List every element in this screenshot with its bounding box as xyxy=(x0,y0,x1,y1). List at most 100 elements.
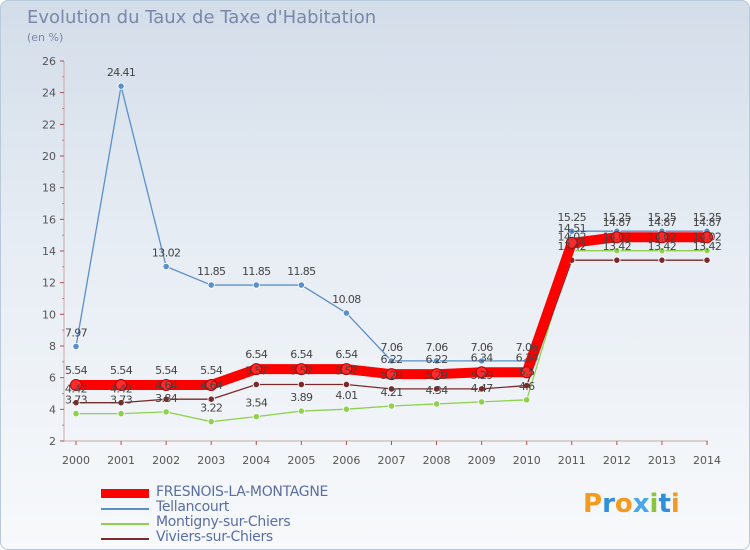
data-label: 13.42 xyxy=(648,240,677,253)
data-label: 3.89 xyxy=(290,391,313,404)
data-point xyxy=(342,405,351,413)
data-point xyxy=(613,247,621,255)
logo-letter: t xyxy=(658,489,671,519)
data-point xyxy=(565,236,578,249)
x-tick-label: 2006 xyxy=(332,454,360,467)
data-point xyxy=(297,380,305,389)
y-tick-label: 4 xyxy=(49,403,56,416)
data-label: 5.54 xyxy=(200,364,223,377)
x-tick-label: 2014 xyxy=(693,454,721,467)
data-label: 3.73 xyxy=(65,394,88,407)
data-label: 15.25 xyxy=(693,211,722,224)
data-point xyxy=(703,256,711,264)
data-point xyxy=(117,82,125,90)
x-tick-label: 2003 xyxy=(197,454,225,467)
data-point xyxy=(117,399,125,407)
data-point xyxy=(252,281,260,289)
data-point xyxy=(207,395,215,403)
data-label: 5.54 xyxy=(155,364,178,377)
data-label: 6.54 xyxy=(290,348,313,361)
data-point xyxy=(478,357,486,365)
x-tick-label: 2013 xyxy=(648,454,676,467)
data-label: 4.42 xyxy=(65,383,87,396)
data-point xyxy=(115,378,128,391)
x-tick-label: 2001 xyxy=(107,454,135,467)
data-point xyxy=(160,378,173,391)
data-point xyxy=(387,357,396,365)
x-tick-label: 2000 xyxy=(62,454,90,467)
logo-letter: o xyxy=(614,489,633,519)
y-tick-label: 16 xyxy=(42,213,56,226)
logo-letter: r xyxy=(602,489,615,519)
data-point xyxy=(342,309,351,317)
data-point xyxy=(207,281,215,289)
data-point xyxy=(658,256,666,264)
data-label: 4.47 xyxy=(471,382,494,395)
data-label: 14.02 xyxy=(558,231,587,244)
data-point xyxy=(117,410,125,418)
data-label: 3.84 xyxy=(155,392,178,405)
data-label: 4.64 xyxy=(155,379,178,392)
data-point xyxy=(523,381,531,390)
data-point xyxy=(613,256,621,264)
data-label: 7.06 xyxy=(471,341,494,354)
data-label: 13.42 xyxy=(693,240,722,253)
legend-swatch-montigny xyxy=(101,523,149,525)
data-point xyxy=(568,227,576,235)
data-point xyxy=(162,262,170,271)
data-point xyxy=(475,366,488,379)
x-tick-label: 2004 xyxy=(242,454,270,467)
data-label: 3.73 xyxy=(110,394,133,407)
data-point xyxy=(703,247,711,255)
legend-label-viviers: Viviers-sur-Chiers xyxy=(156,529,273,545)
data-label: 14.87 xyxy=(603,216,632,229)
legend-item-montigny: Montigny-sur-Chiers xyxy=(101,514,401,531)
data-point xyxy=(655,231,668,244)
data-point xyxy=(520,366,533,379)
x-tick-label: 2010 xyxy=(513,454,541,467)
data-label: 6.22 xyxy=(380,353,402,366)
y-tick-label: 8 xyxy=(49,340,56,353)
data-point xyxy=(523,396,531,404)
data-label: 5.29 xyxy=(426,369,449,382)
data-label: 4.6 xyxy=(519,380,535,393)
y-tick-label: 24 xyxy=(42,87,56,100)
x-tick-label: 2007 xyxy=(378,454,406,467)
data-label: 5.57 xyxy=(335,364,358,377)
data-label: 10.08 xyxy=(332,293,361,306)
data-label: 5.57 xyxy=(290,364,313,377)
y-tick-label: 6 xyxy=(49,372,56,385)
data-point xyxy=(432,357,441,365)
data-label: 5.54 xyxy=(65,364,88,377)
data-label: 15.25 xyxy=(603,211,632,224)
data-label: 15.25 xyxy=(648,211,677,224)
data-label: 5.57 xyxy=(245,364,268,377)
data-point xyxy=(297,407,305,415)
data-point xyxy=(478,398,486,406)
data-label: 5.29 xyxy=(471,369,494,382)
data-label: 5.5 xyxy=(519,366,535,379)
data-label: 6.54 xyxy=(335,348,358,361)
legend-label-montigny: Montigny-sur-Chiers xyxy=(156,514,291,530)
data-point xyxy=(385,368,398,381)
legend-item-tellancourt: Tellancourt xyxy=(101,499,401,516)
y-tick-label: 26 xyxy=(42,55,56,68)
data-label: 6.34 xyxy=(471,351,494,364)
y-tick-label: 22 xyxy=(42,118,56,131)
data-point xyxy=(432,400,441,408)
data-point xyxy=(387,385,396,393)
data-label: 6.54 xyxy=(245,348,268,361)
y-tick-label: 10 xyxy=(42,308,56,321)
x-tick-label: 2005 xyxy=(287,454,315,467)
logo-letter: i xyxy=(670,489,680,519)
data-label: 7.06 xyxy=(426,341,449,354)
legend-swatch-fresnois xyxy=(101,489,149,498)
data-label: 15.25 xyxy=(558,211,587,224)
data-point xyxy=(430,368,443,381)
data-point xyxy=(297,281,305,289)
data-point xyxy=(162,408,170,416)
data-point xyxy=(658,247,666,255)
data-point xyxy=(701,231,713,244)
